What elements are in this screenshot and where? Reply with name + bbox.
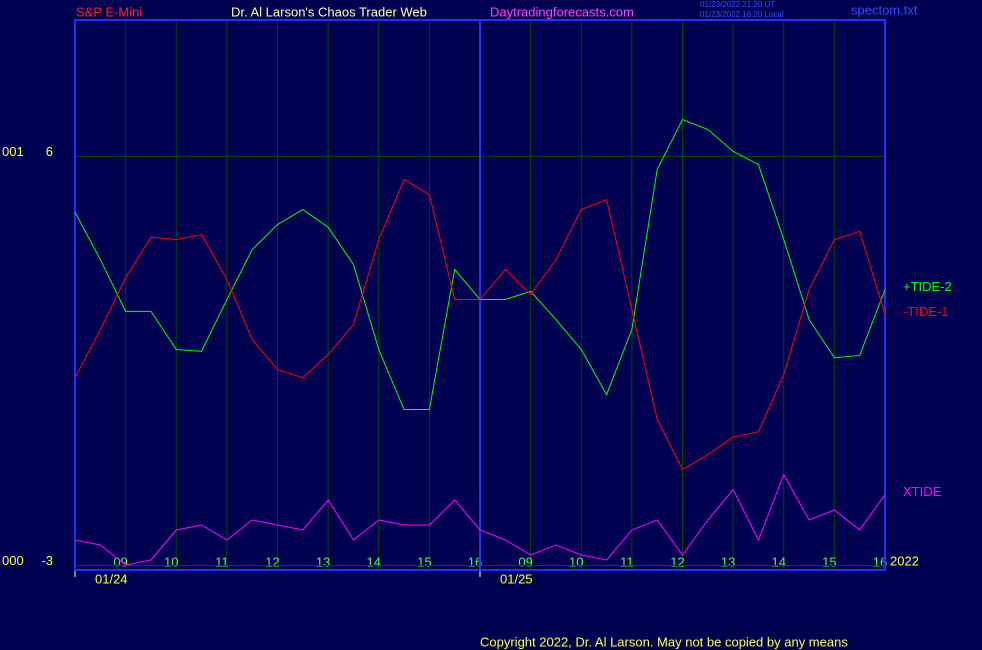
legend-label: -TIDE-1 (903, 304, 949, 319)
plot-frame (74, 19, 886, 571)
series-line (74, 473, 886, 566)
chart-title: Dr. Al Larson's Chaos Trader Web (231, 4, 427, 19)
x-tick-label: 09 (518, 554, 532, 569)
x-tick-label: 12 (670, 554, 684, 569)
y-prefix-label: 001 (2, 144, 24, 159)
timestamp: 01/23/2022 21:20 UT (700, 0, 775, 9)
year-label: 2022 (890, 553, 919, 568)
x-tick-label: 13 (721, 554, 735, 569)
date-label: 01/25 (500, 571, 533, 586)
x-tick-label: 14 (367, 554, 381, 569)
copyright: Copyright 2022, Dr. Al Larson. May not b… (480, 634, 848, 649)
file-name: spectom.txt (851, 2, 918, 17)
x-tick-label: 15 (822, 554, 836, 569)
y-prefix-label: 000 (2, 553, 24, 568)
x-tick-label: 14 (772, 554, 786, 569)
legend-label: XTIDE (903, 484, 942, 499)
y-tick-label: 6 (46, 144, 53, 159)
timestamp: 01/23/2022 16:20 Local (700, 10, 784, 19)
x-tick-label: 10 (569, 554, 583, 569)
x-tick-label: 11 (620, 554, 634, 569)
legend-label: +TIDE-2 (903, 279, 952, 294)
x-tick-label: 10 (164, 554, 178, 569)
x-tick-label: 13 (316, 554, 330, 569)
symbol: S&P E-Mini (76, 4, 142, 19)
x-tick-label: 15 (417, 554, 431, 569)
date-label: 01/24 (95, 571, 128, 586)
x-tick-label: 11 (215, 554, 229, 569)
x-tick-label: 12 (265, 554, 279, 569)
y-tick-label: -3 (41, 553, 53, 568)
website: Daytradingforecasts.com (490, 4, 634, 19)
series-line (74, 178, 886, 471)
